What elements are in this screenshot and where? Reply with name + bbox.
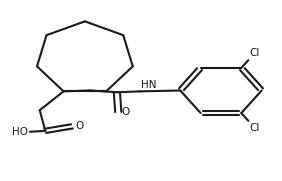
Text: O: O <box>75 121 83 131</box>
Text: O: O <box>122 107 130 117</box>
Text: HO: HO <box>12 127 28 137</box>
Text: Cl: Cl <box>250 123 260 133</box>
Text: Cl: Cl <box>250 48 260 58</box>
Text: HN: HN <box>141 80 157 90</box>
